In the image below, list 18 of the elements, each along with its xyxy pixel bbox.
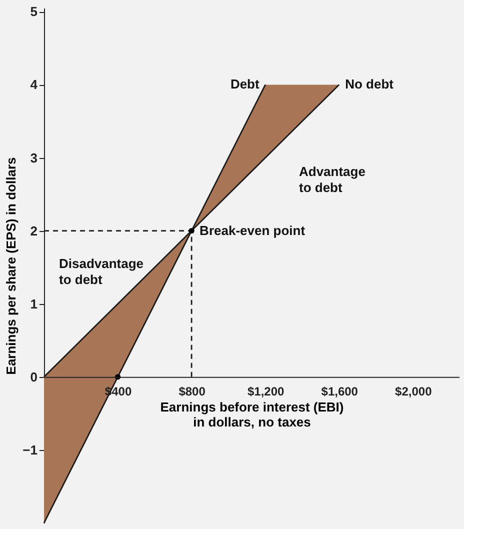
y-tick-label: −1 xyxy=(22,442,38,458)
y-tick-label: 3 xyxy=(30,150,38,166)
x-tick-label: $1,200 xyxy=(247,384,285,398)
y-tick-label: 4 xyxy=(30,77,38,92)
y-tick-label: 1 xyxy=(30,296,38,312)
y-axis-title: Earnings per share (EPS) in dollars xyxy=(4,157,19,375)
series-label: Debt xyxy=(230,76,260,92)
x-axis-title: Earnings before interest (EBI) in dollars, no taxes xyxy=(160,399,344,430)
x-tick-label: $1,600 xyxy=(321,384,358,398)
annotation: Advantage to debt xyxy=(299,164,366,195)
x-tick-label: $2,000 xyxy=(395,384,432,398)
y-tick-label: 2 xyxy=(30,223,38,238)
y-tick-label: 5 xyxy=(30,4,38,20)
annotation: Break-even point xyxy=(200,222,306,238)
y-tick-label: 0 xyxy=(30,369,38,384)
x-tick-label: $800 xyxy=(178,384,206,398)
annotation: Disadvantage to debt xyxy=(59,256,144,287)
series-label: No debt xyxy=(345,76,394,92)
